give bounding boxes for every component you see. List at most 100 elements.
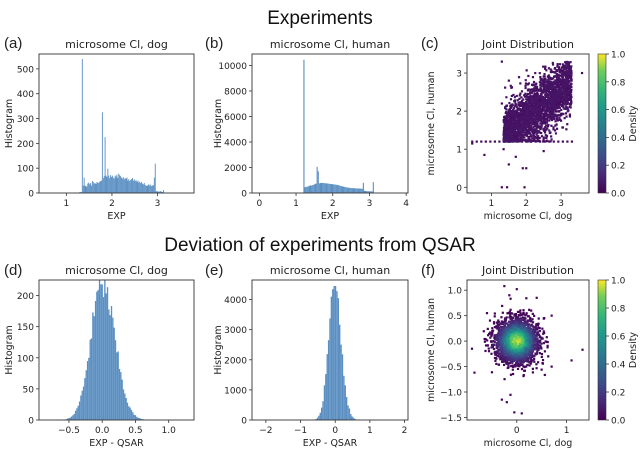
density-cell — [515, 106, 518, 109]
density-cell — [517, 117, 520, 121]
density-cell — [528, 327, 531, 330]
x-tick-label: 4 — [403, 199, 409, 209]
density-cell — [539, 77, 542, 80]
density-cell — [557, 97, 560, 100]
density-cell — [531, 123, 534, 126]
density-cell — [536, 351, 539, 354]
density-cell — [526, 124, 529, 127]
density-cell — [566, 74, 569, 77]
density-cell — [507, 362, 510, 365]
histogram-bar — [318, 183, 320, 193]
density-cell — [527, 121, 530, 124]
density-cell — [538, 98, 542, 102]
density-cell — [521, 139, 524, 142]
density-cell — [491, 329, 494, 333]
density-cell — [568, 71, 571, 74]
histogram-bar — [68, 418, 70, 420]
histogram-bar — [346, 187, 348, 193]
density-cell — [529, 110, 533, 113]
density-cell — [522, 313, 525, 316]
density-cell — [522, 373, 525, 377]
histogram-bar — [133, 179, 135, 193]
density-cell — [525, 98, 528, 101]
density-cell — [519, 343, 522, 346]
density-cell — [529, 337, 532, 341]
density-cell — [565, 70, 568, 73]
density-cell — [525, 121, 529, 124]
density-cell — [494, 359, 497, 362]
density-cell — [503, 330, 506, 333]
density-cell — [534, 105, 537, 108]
density-cell — [512, 139, 515, 143]
density-cell — [545, 91, 548, 94]
density-cell — [500, 186, 503, 189]
density-cell — [562, 89, 565, 92]
density-cell — [564, 87, 567, 90]
histogram-bar — [97, 182, 99, 193]
y-axis-label: Histogram — [213, 325, 224, 374]
density-cell — [541, 95, 544, 99]
histogram-bar — [88, 357, 90, 420]
density-cell — [543, 350, 547, 353]
panel-title: Joint Distribution — [481, 38, 574, 51]
density-cell — [502, 335, 506, 339]
density-cell — [530, 115, 533, 118]
density-cell — [516, 128, 519, 131]
density-cell — [527, 109, 530, 112]
density-cell — [564, 75, 567, 78]
colorbar-label: Density — [628, 105, 639, 141]
plot-area — [312, 286, 362, 420]
density-cell — [566, 65, 570, 68]
x-tick-label: 3 — [367, 199, 373, 209]
density-cell — [533, 326, 536, 329]
histogram-bar — [313, 184, 315, 193]
histogram-bar — [125, 398, 127, 420]
density-cell — [538, 340, 541, 344]
density-cell — [540, 352, 544, 356]
density-cell — [547, 94, 550, 97]
density-cell — [526, 350, 529, 354]
density-cell — [535, 85, 539, 89]
density-cell — [522, 324, 525, 327]
density-cell — [498, 140, 501, 143]
histogram-bar — [312, 185, 314, 193]
density-cell — [539, 78, 542, 81]
density-cell — [553, 129, 557, 132]
density-cell — [532, 328, 535, 331]
density-cell — [529, 341, 532, 345]
x-tick-label: 2 — [523, 199, 529, 209]
density-cell — [531, 115, 534, 118]
density-cell — [519, 309, 522, 312]
density-cell — [517, 121, 521, 124]
density-cell — [517, 346, 520, 349]
density-cell — [509, 98, 513, 101]
density-cell — [513, 129, 516, 132]
density-cell — [517, 362, 520, 365]
density-cell — [548, 114, 551, 117]
density-cell — [524, 92, 527, 95]
density-cell — [548, 140, 551, 143]
density-cell — [487, 350, 491, 353]
density-cell — [497, 340, 500, 343]
density-cell — [533, 139, 536, 142]
density-cell — [546, 117, 549, 120]
density-cell — [501, 326, 504, 329]
density-cell — [546, 84, 549, 87]
density-cell — [543, 118, 546, 122]
density-cell — [552, 91, 555, 94]
density-cell — [542, 84, 545, 87]
histogram-bar — [362, 182, 364, 193]
density-cell — [564, 107, 568, 110]
density-cell — [554, 113, 557, 116]
density-cell — [556, 95, 559, 99]
density-cell — [504, 347, 508, 351]
histogram-bar — [323, 385, 326, 420]
histogram-bar — [326, 354, 328, 420]
density-cell — [517, 129, 520, 132]
density-cell — [498, 327, 501, 330]
density-cell — [537, 101, 540, 105]
density-cell — [524, 337, 527, 340]
density-cell — [521, 327, 524, 330]
density-cell — [515, 288, 518, 291]
density-cell — [551, 89, 554, 92]
